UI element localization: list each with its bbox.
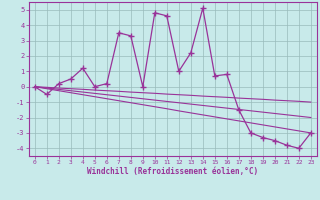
X-axis label: Windchill (Refroidissement éolien,°C): Windchill (Refroidissement éolien,°C) xyxy=(87,167,258,176)
